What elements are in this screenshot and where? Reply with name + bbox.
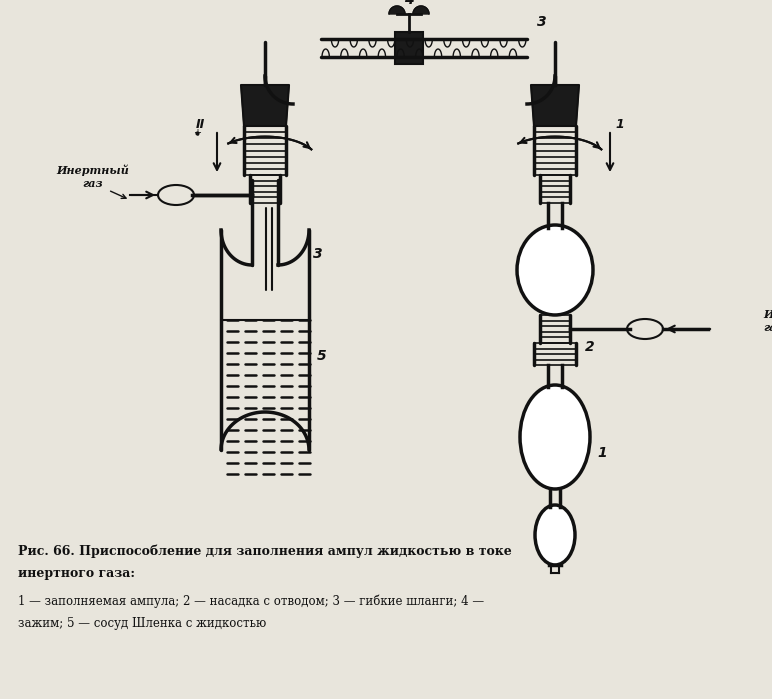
Polygon shape xyxy=(413,6,429,14)
Text: Инертный
газ: Инертный газ xyxy=(56,165,130,189)
Text: 1: 1 xyxy=(597,446,607,460)
Text: 3: 3 xyxy=(313,247,323,261)
Text: 5: 5 xyxy=(317,349,327,363)
Text: 1: 1 xyxy=(615,118,624,131)
Text: 4: 4 xyxy=(404,0,414,7)
Polygon shape xyxy=(531,85,579,126)
Text: зажим; 5 — сосуд Шленка с жидкостью: зажим; 5 — сосуд Шленка с жидкостью xyxy=(18,617,266,630)
Ellipse shape xyxy=(520,385,590,489)
Ellipse shape xyxy=(535,505,575,565)
Text: Рис. 66. Приспособление для заполнения ампул жидкостью в токе: Рис. 66. Приспособление для заполнения а… xyxy=(18,545,512,559)
Text: 1 — заполняемая ампула; 2 — насадка с отводом; 3 — гибкие шланги; 4 —: 1 — заполняемая ампула; 2 — насадка с от… xyxy=(18,595,484,609)
Ellipse shape xyxy=(517,225,593,315)
Text: инертного газа:: инертного газа: xyxy=(18,567,135,580)
Ellipse shape xyxy=(627,319,663,339)
Text: 3: 3 xyxy=(537,15,547,29)
Polygon shape xyxy=(389,6,405,14)
Text: +: + xyxy=(193,128,201,138)
Text: Инертный
газ: Инертный газ xyxy=(763,309,772,333)
Text: II: II xyxy=(196,118,205,131)
Text: 2: 2 xyxy=(585,340,594,354)
Ellipse shape xyxy=(158,185,194,205)
Polygon shape xyxy=(241,85,289,126)
Bar xyxy=(395,32,423,64)
